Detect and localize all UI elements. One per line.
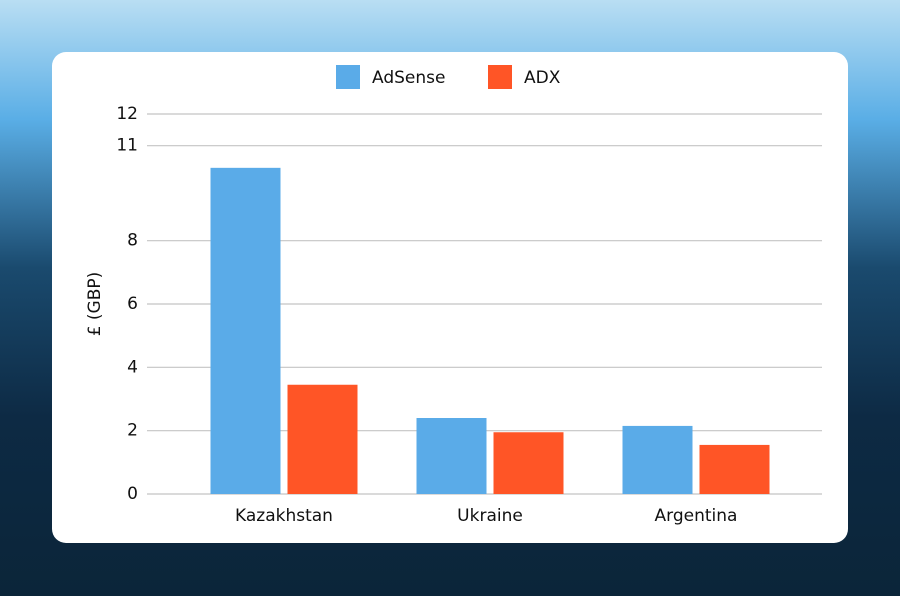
bar bbox=[622, 425, 693, 494]
y-tick-label: 8 bbox=[127, 231, 138, 251]
bar bbox=[416, 418, 487, 494]
y-tick-label: 0 bbox=[127, 484, 138, 504]
bar bbox=[699, 444, 770, 494]
x-tick-label: Ukraine bbox=[457, 506, 523, 526]
legend-label: AdSense bbox=[372, 68, 445, 88]
legend-swatch bbox=[336, 65, 360, 89]
bar bbox=[493, 432, 564, 494]
bar bbox=[210, 167, 281, 495]
x-tick-label: Argentina bbox=[655, 506, 738, 526]
legend-swatch bbox=[488, 65, 512, 89]
y-tick-label: 2 bbox=[127, 421, 138, 441]
y-tick-label: 4 bbox=[127, 357, 138, 377]
legend-label: ADX bbox=[524, 68, 561, 88]
x-tick-label: Kazakhstan bbox=[235, 506, 333, 526]
y-tick-label: 11 bbox=[116, 136, 138, 156]
y-axis-label: £ (GBP) bbox=[85, 272, 105, 337]
bar bbox=[287, 384, 358, 494]
y-tick-label: 6 bbox=[127, 294, 138, 314]
y-tick-label: 12 bbox=[116, 104, 138, 124]
